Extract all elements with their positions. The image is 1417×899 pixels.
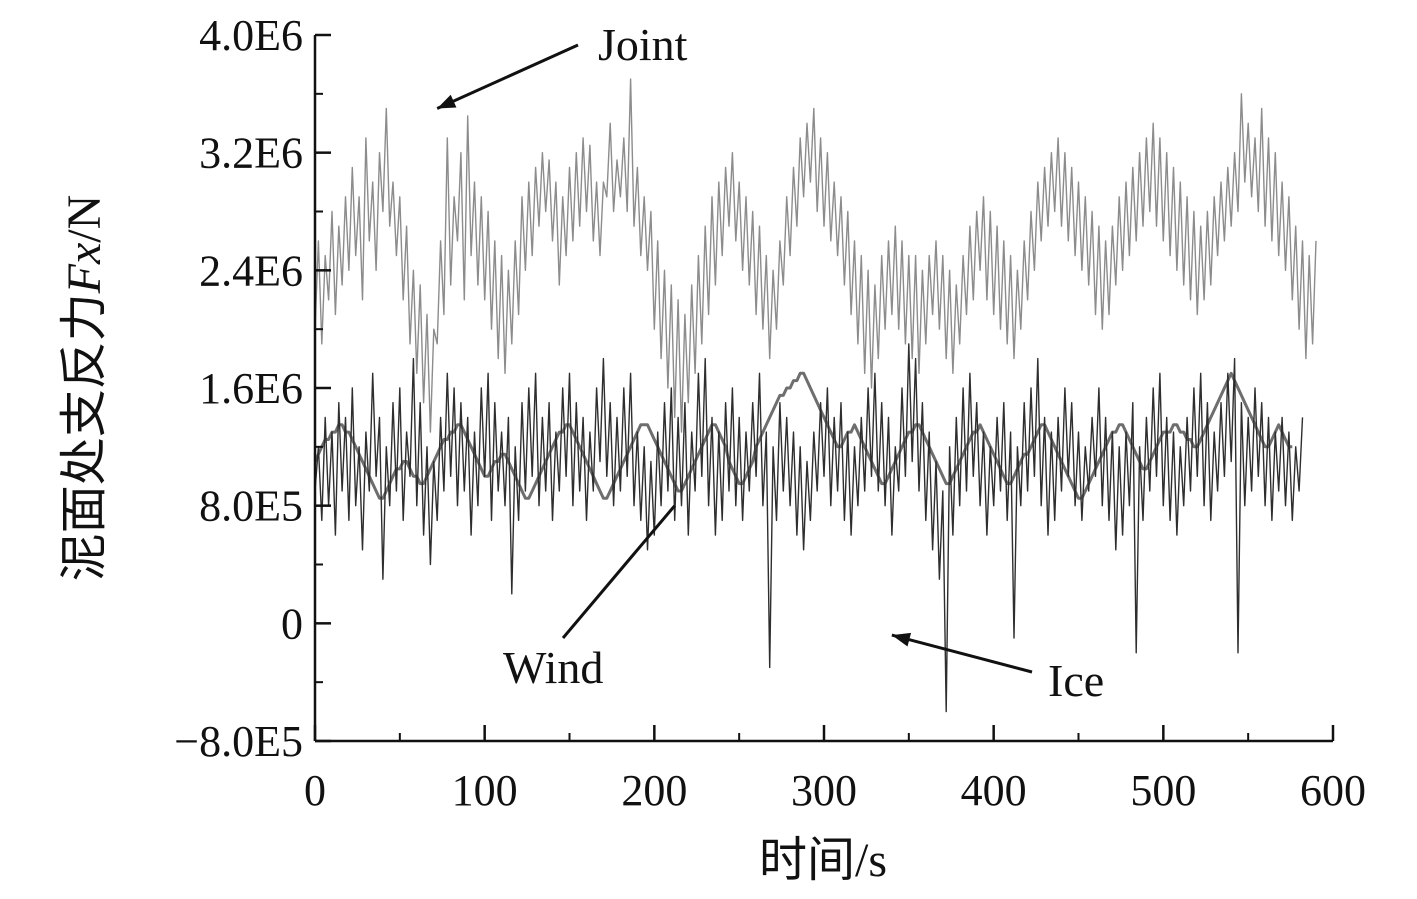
series-line-joint — [314, 78, 1317, 433]
series-line-ice — [314, 343, 1304, 713]
y-axis-title-var: Fx — [58, 243, 111, 295]
annotation-arrow-wind — [561, 504, 676, 639]
annotation-layer: Joint Wind Ice — [436, 19, 1104, 706]
x-tick-label: 300 — [791, 766, 857, 815]
annotation-label-joint: Joint — [598, 19, 688, 70]
series-layer — [313, 78, 1317, 713]
x-axis-title: 时间/s — [759, 834, 887, 887]
x-tick-label: 500 — [1130, 766, 1196, 815]
y-tick-label: 0 — [281, 599, 303, 648]
x-tick-label: 400 — [961, 766, 1027, 815]
y-axis-title-unit: /N — [58, 195, 111, 243]
y-tick-label: 2.4E6 — [199, 246, 303, 295]
x-tick-label: 200 — [621, 766, 687, 815]
series-line-wind — [313, 371, 1293, 500]
y-tick-label: 3.2E6 — [199, 129, 303, 178]
x-tick-label: 600 — [1300, 766, 1366, 815]
y-tick-label: 8.0E5 — [199, 482, 303, 531]
annotation-arrowhead-ice — [891, 632, 912, 647]
x-tick-label: 0 — [304, 766, 326, 815]
y-axis-title: 泥面处支反力Fx/N — [58, 195, 111, 582]
annotation-label-wind: Wind — [503, 642, 603, 693]
annotation-label-ice: Ice — [1048, 655, 1104, 706]
annotation-arrow-joint — [436, 43, 579, 110]
y-tick-label: −8.0E5 — [174, 717, 303, 766]
y-tick-label: 4.0E6 — [199, 11, 303, 60]
annotation-arrowhead-joint — [437, 94, 457, 109]
annotation-arrow-ice — [891, 633, 1033, 674]
y-tick-label: 1.6E6 — [199, 364, 303, 413]
x-tick-label: 100 — [452, 766, 518, 815]
y-axis-title-prefix: 泥面处支反力 — [58, 293, 111, 581]
